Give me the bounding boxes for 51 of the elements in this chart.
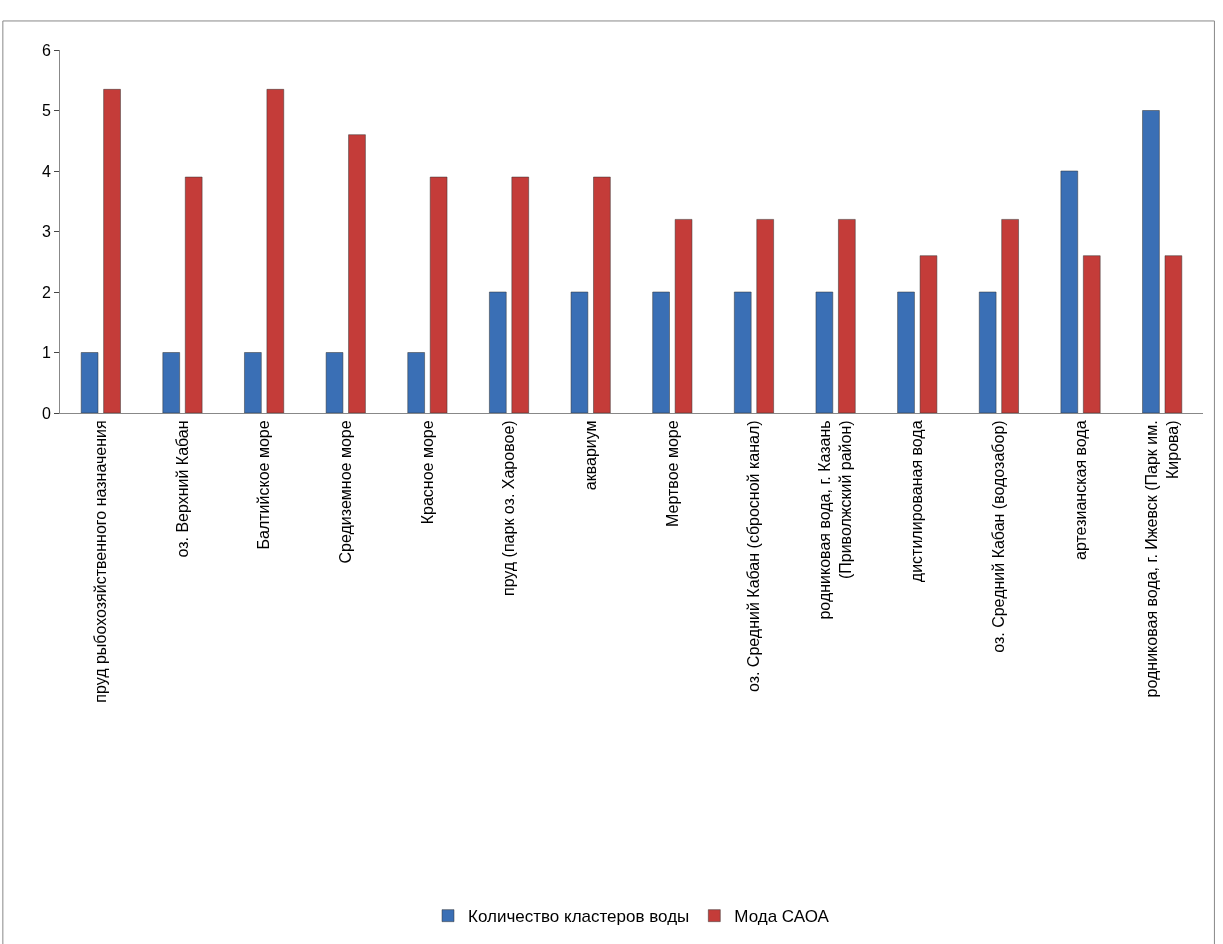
legend-label: Мода САОА: [734, 907, 830, 927]
x-tick-label: пруд рыбохозяйственного назначения: [92, 420, 110, 703]
x-tick-label: оз. Средний Кабан (водозабор): [990, 420, 1008, 653]
bar: [815, 291, 834, 413]
bar: [674, 219, 693, 413]
y-tick-label: 4: [41, 162, 51, 180]
bar: [652, 291, 670, 413]
bar: [80, 352, 99, 413]
bar: [429, 176, 448, 413]
bar: [1142, 110, 1160, 413]
bar: [407, 352, 425, 413]
x-tick-label: оз. Верхний Кабан: [173, 420, 191, 558]
bar: [348, 134, 366, 413]
bar: [897, 291, 915, 413]
bar: [162, 352, 180, 413]
x-tick-label: Балтийское море: [255, 420, 273, 550]
bar: [1083, 255, 1101, 413]
bar: [1001, 219, 1019, 413]
bar: [185, 176, 203, 413]
y-tick-label: 0: [41, 404, 51, 422]
bar: [734, 291, 752, 413]
legend-label: Количество кластеров воды: [468, 907, 690, 927]
y-tick-label: 6: [41, 41, 51, 59]
bar: [489, 291, 507, 413]
x-tick-label: родниковая вода, г. Казань (Приволжский район): [816, 420, 855, 620]
bar: [1164, 255, 1183, 413]
x-tick-label: Красное море: [418, 420, 436, 525]
y-tick-label: 2: [41, 283, 51, 301]
bar: [103, 89, 121, 413]
bar: [919, 255, 938, 413]
bar: [1060, 170, 1078, 413]
x-tick-label: дистилированая вода: [908, 420, 926, 583]
x-tick-label: Средиземное море: [336, 420, 354, 564]
x-tick-label: артезианская вода: [1071, 420, 1089, 561]
x-tick-label: аквариум: [581, 420, 599, 491]
bar: [511, 176, 529, 413]
bar: [325, 352, 344, 413]
x-tick-label: оз. Средний Кабан (сбросной канал): [745, 420, 763, 693]
y-tick-label: 3: [41, 223, 51, 241]
bar: [838, 219, 856, 413]
bar: [244, 352, 262, 413]
bar: [979, 291, 997, 413]
bar: [756, 219, 774, 413]
x-tick-label: Мертвое море: [663, 420, 681, 527]
bar: [570, 291, 589, 413]
bar: [593, 176, 611, 413]
x-tick-label: родниковая вода, г. Ижевск (Парк им. Кирова): [1142, 420, 1181, 698]
x-tick-label: пруд (парк оз. Харовое): [500, 420, 518, 597]
y-tick-label: 1: [41, 344, 51, 362]
bar: [266, 89, 284, 413]
y-tick-label: 5: [41, 102, 51, 120]
